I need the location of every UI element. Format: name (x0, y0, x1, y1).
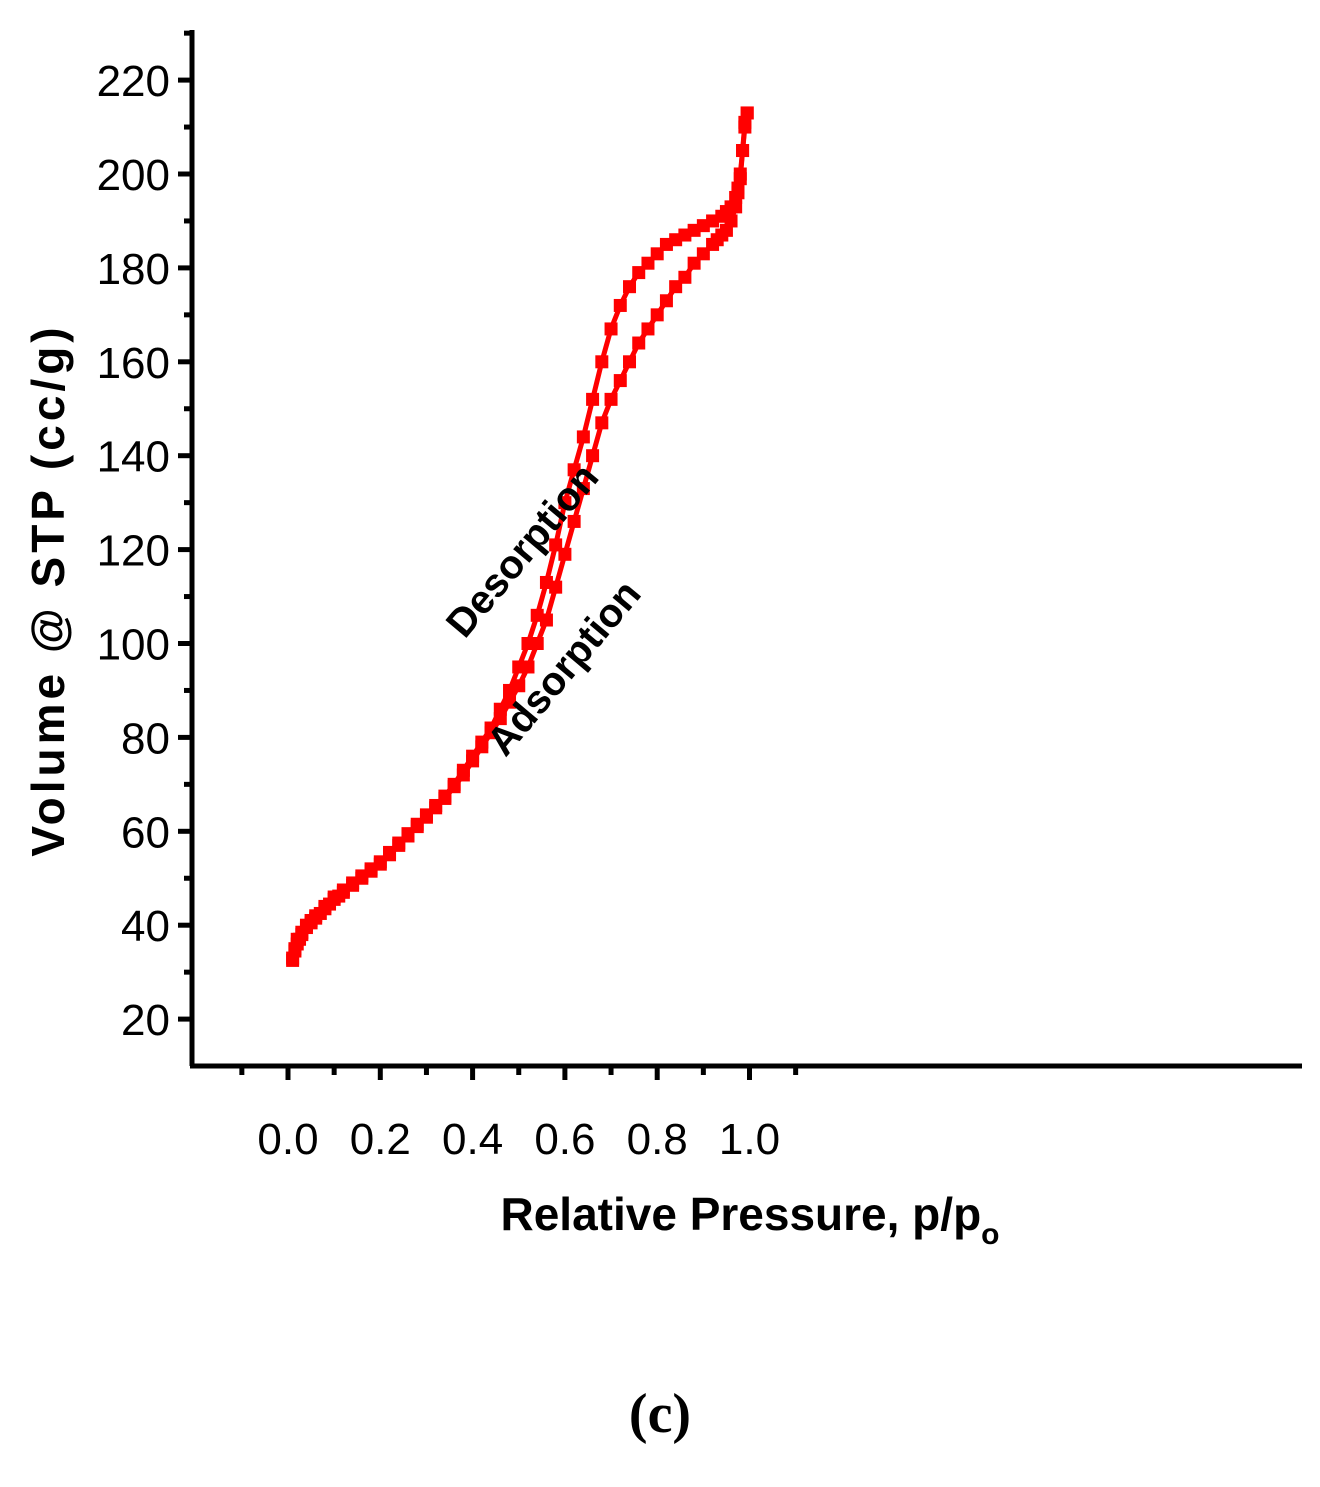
y-tick-label: 100 (97, 621, 170, 670)
x-axis-title-subscript: o (981, 1218, 999, 1251)
desorption-point (632, 266, 646, 280)
y-tick-label: 40 (121, 902, 170, 951)
desorption-point (604, 322, 618, 336)
x-tick-label: 0.2 (350, 1115, 411, 1164)
desorption-point (539, 575, 553, 589)
adsorption-point (650, 308, 664, 322)
adsorption-point (678, 270, 692, 284)
panel-label: (c) (629, 1383, 691, 1445)
desorption-point (567, 463, 581, 477)
y-tick-label: 220 (97, 57, 170, 106)
series-layer (286, 106, 754, 967)
desorption-point (736, 144, 750, 158)
desorption-point (576, 430, 590, 444)
x-axis-title: Relative Pressure, p/po (501, 1188, 1000, 1251)
y-ticks: 20 40 60 80 100 120 140 160 180 200 220 (97, 30, 192, 1045)
desorption-point (447, 777, 461, 791)
adsorption-point (623, 355, 637, 369)
adsorption-point (632, 336, 646, 350)
y-tick-label: 180 (97, 245, 170, 294)
desorption-point (623, 280, 637, 294)
adsorption-point (659, 294, 673, 308)
desorption-point (530, 608, 544, 622)
adsorption-point (613, 374, 627, 388)
desorption-point (456, 763, 470, 777)
y-axis-title: Volume @ STP (cc/g) (22, 323, 74, 856)
adsorption-point (576, 482, 590, 496)
adsorption-point (604, 392, 618, 406)
adsorption-point (641, 322, 655, 336)
desorption-point (466, 749, 480, 763)
desorption-point (558, 496, 572, 510)
desorption-point (493, 702, 507, 716)
x-tick-label: 0.6 (534, 1115, 595, 1164)
y-tick-label: 120 (97, 527, 170, 576)
desorption-point (613, 298, 627, 312)
x-tick-label: 0.8 (627, 1115, 688, 1164)
adsorption-point (595, 416, 609, 430)
desorption-point (738, 115, 752, 129)
desorption-point (484, 721, 498, 735)
y-tick-label: 60 (121, 808, 170, 857)
x-ticks: 0.0 0.2 0.4 0.6 0.8 1.0 (239, 1066, 799, 1164)
x-tick-label: 1.0 (719, 1115, 780, 1164)
x-tick-label: 0.4 (442, 1115, 503, 1164)
axes (189, 30, 1302, 1069)
x-axis-title-main: Relative Pressure, p/p (501, 1188, 982, 1240)
y-tick-label: 80 (121, 714, 170, 763)
desorption-point (595, 355, 609, 369)
y-tick-label: 20 (121, 996, 170, 1045)
adsorption-point (567, 514, 581, 528)
y-tick-label: 200 (97, 151, 170, 200)
y-tick-label: 160 (97, 339, 170, 388)
desorption-point (549, 538, 563, 552)
x-tick-label: 0.0 (257, 1115, 318, 1164)
adsorption-point (586, 449, 600, 463)
desorption-point (286, 951, 300, 965)
desorption-point (521, 637, 535, 650)
y-tick-label: 140 (97, 433, 170, 482)
desorption-point (512, 660, 526, 674)
desorption-point (475, 735, 489, 749)
desorption-point (503, 683, 517, 697)
desorption-point (586, 392, 600, 406)
